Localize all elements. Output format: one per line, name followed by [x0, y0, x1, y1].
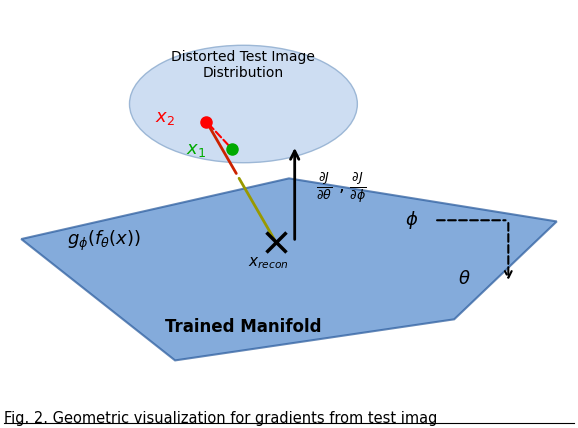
Text: Fig. 2. Geometric visualization for gradients from test imag: Fig. 2. Geometric visualization for grad… — [4, 411, 438, 426]
Polygon shape — [21, 178, 557, 360]
Text: $\theta$: $\theta$ — [458, 270, 471, 288]
Ellipse shape — [129, 45, 357, 163]
Text: $\frac{\partial J}{\partial \theta}$ , $\frac{\partial J}{\partial \phi}$: $\frac{\partial J}{\partial \theta}$ , $… — [316, 171, 367, 205]
Text: $x_{recon}$: $x_{recon}$ — [247, 256, 288, 271]
Text: Distorted Test Image
Distribution: Distorted Test Image Distribution — [172, 50, 316, 80]
Text: $\phi$: $\phi$ — [405, 209, 418, 231]
Text: Trained Manifold: Trained Manifold — [165, 318, 322, 336]
Text: $x_2$: $x_2$ — [155, 109, 175, 127]
Text: $g_\phi(f_\theta(x))$: $g_\phi(f_\theta(x))$ — [67, 229, 141, 253]
Text: $x_1$: $x_1$ — [186, 141, 206, 159]
